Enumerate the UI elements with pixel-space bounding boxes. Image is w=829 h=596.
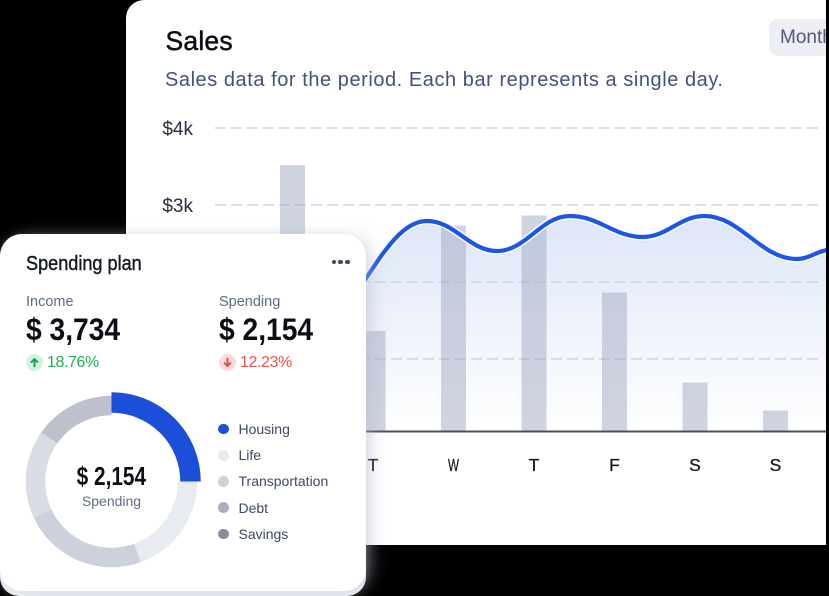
svg-text:$4k: $4k [162, 119, 193, 140]
svg-text:$3k: $3k [162, 196, 193, 217]
svg-text:W: W [448, 455, 459, 475]
svg-text:S: S [689, 455, 701, 475]
svg-text:F: F [609, 455, 620, 475]
svg-text:T: T [368, 455, 379, 475]
svg-text:S: S [770, 455, 782, 475]
svg-text:T: T [529, 455, 540, 475]
